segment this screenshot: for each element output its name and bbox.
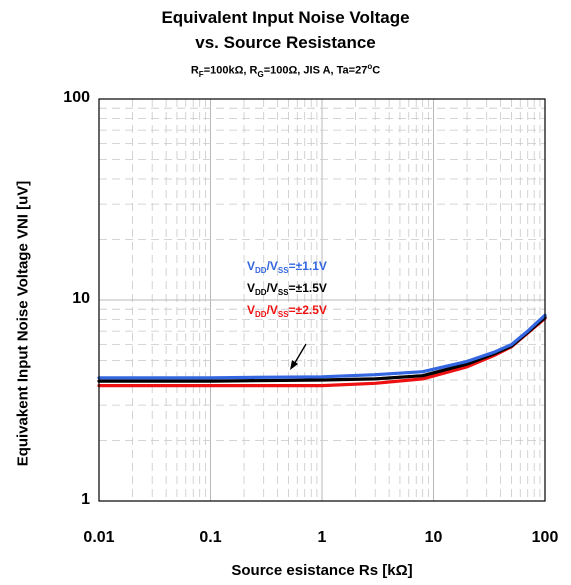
y-axis-title: Equivakent Input Noise Voltage VNI [uV] bbox=[15, 94, 32, 554]
x-tick-label: 0.1 bbox=[181, 529, 241, 547]
x-tick-label: 1 bbox=[292, 529, 352, 547]
legend-item: VDD/VSS=±1.1V bbox=[247, 259, 327, 273]
legend-item: VDD/VSS=±1.5V bbox=[247, 281, 327, 295]
y-tick-label: 10 bbox=[40, 290, 90, 308]
x-tick-label: 10 bbox=[404, 529, 464, 547]
y-tick-label: 100 bbox=[40, 89, 90, 107]
x-tick-label: 0.01 bbox=[69, 529, 129, 547]
grid bbox=[99, 99, 545, 501]
annotation-arrow-head bbox=[290, 360, 298, 370]
legend-item: VDD/VSS=±2.5V bbox=[247, 303, 327, 317]
x-tick-label: 100 bbox=[515, 529, 571, 547]
x-axis-title: Source esistance Rs [kΩ] bbox=[99, 562, 545, 579]
y-tick-label: 1 bbox=[40, 491, 90, 509]
